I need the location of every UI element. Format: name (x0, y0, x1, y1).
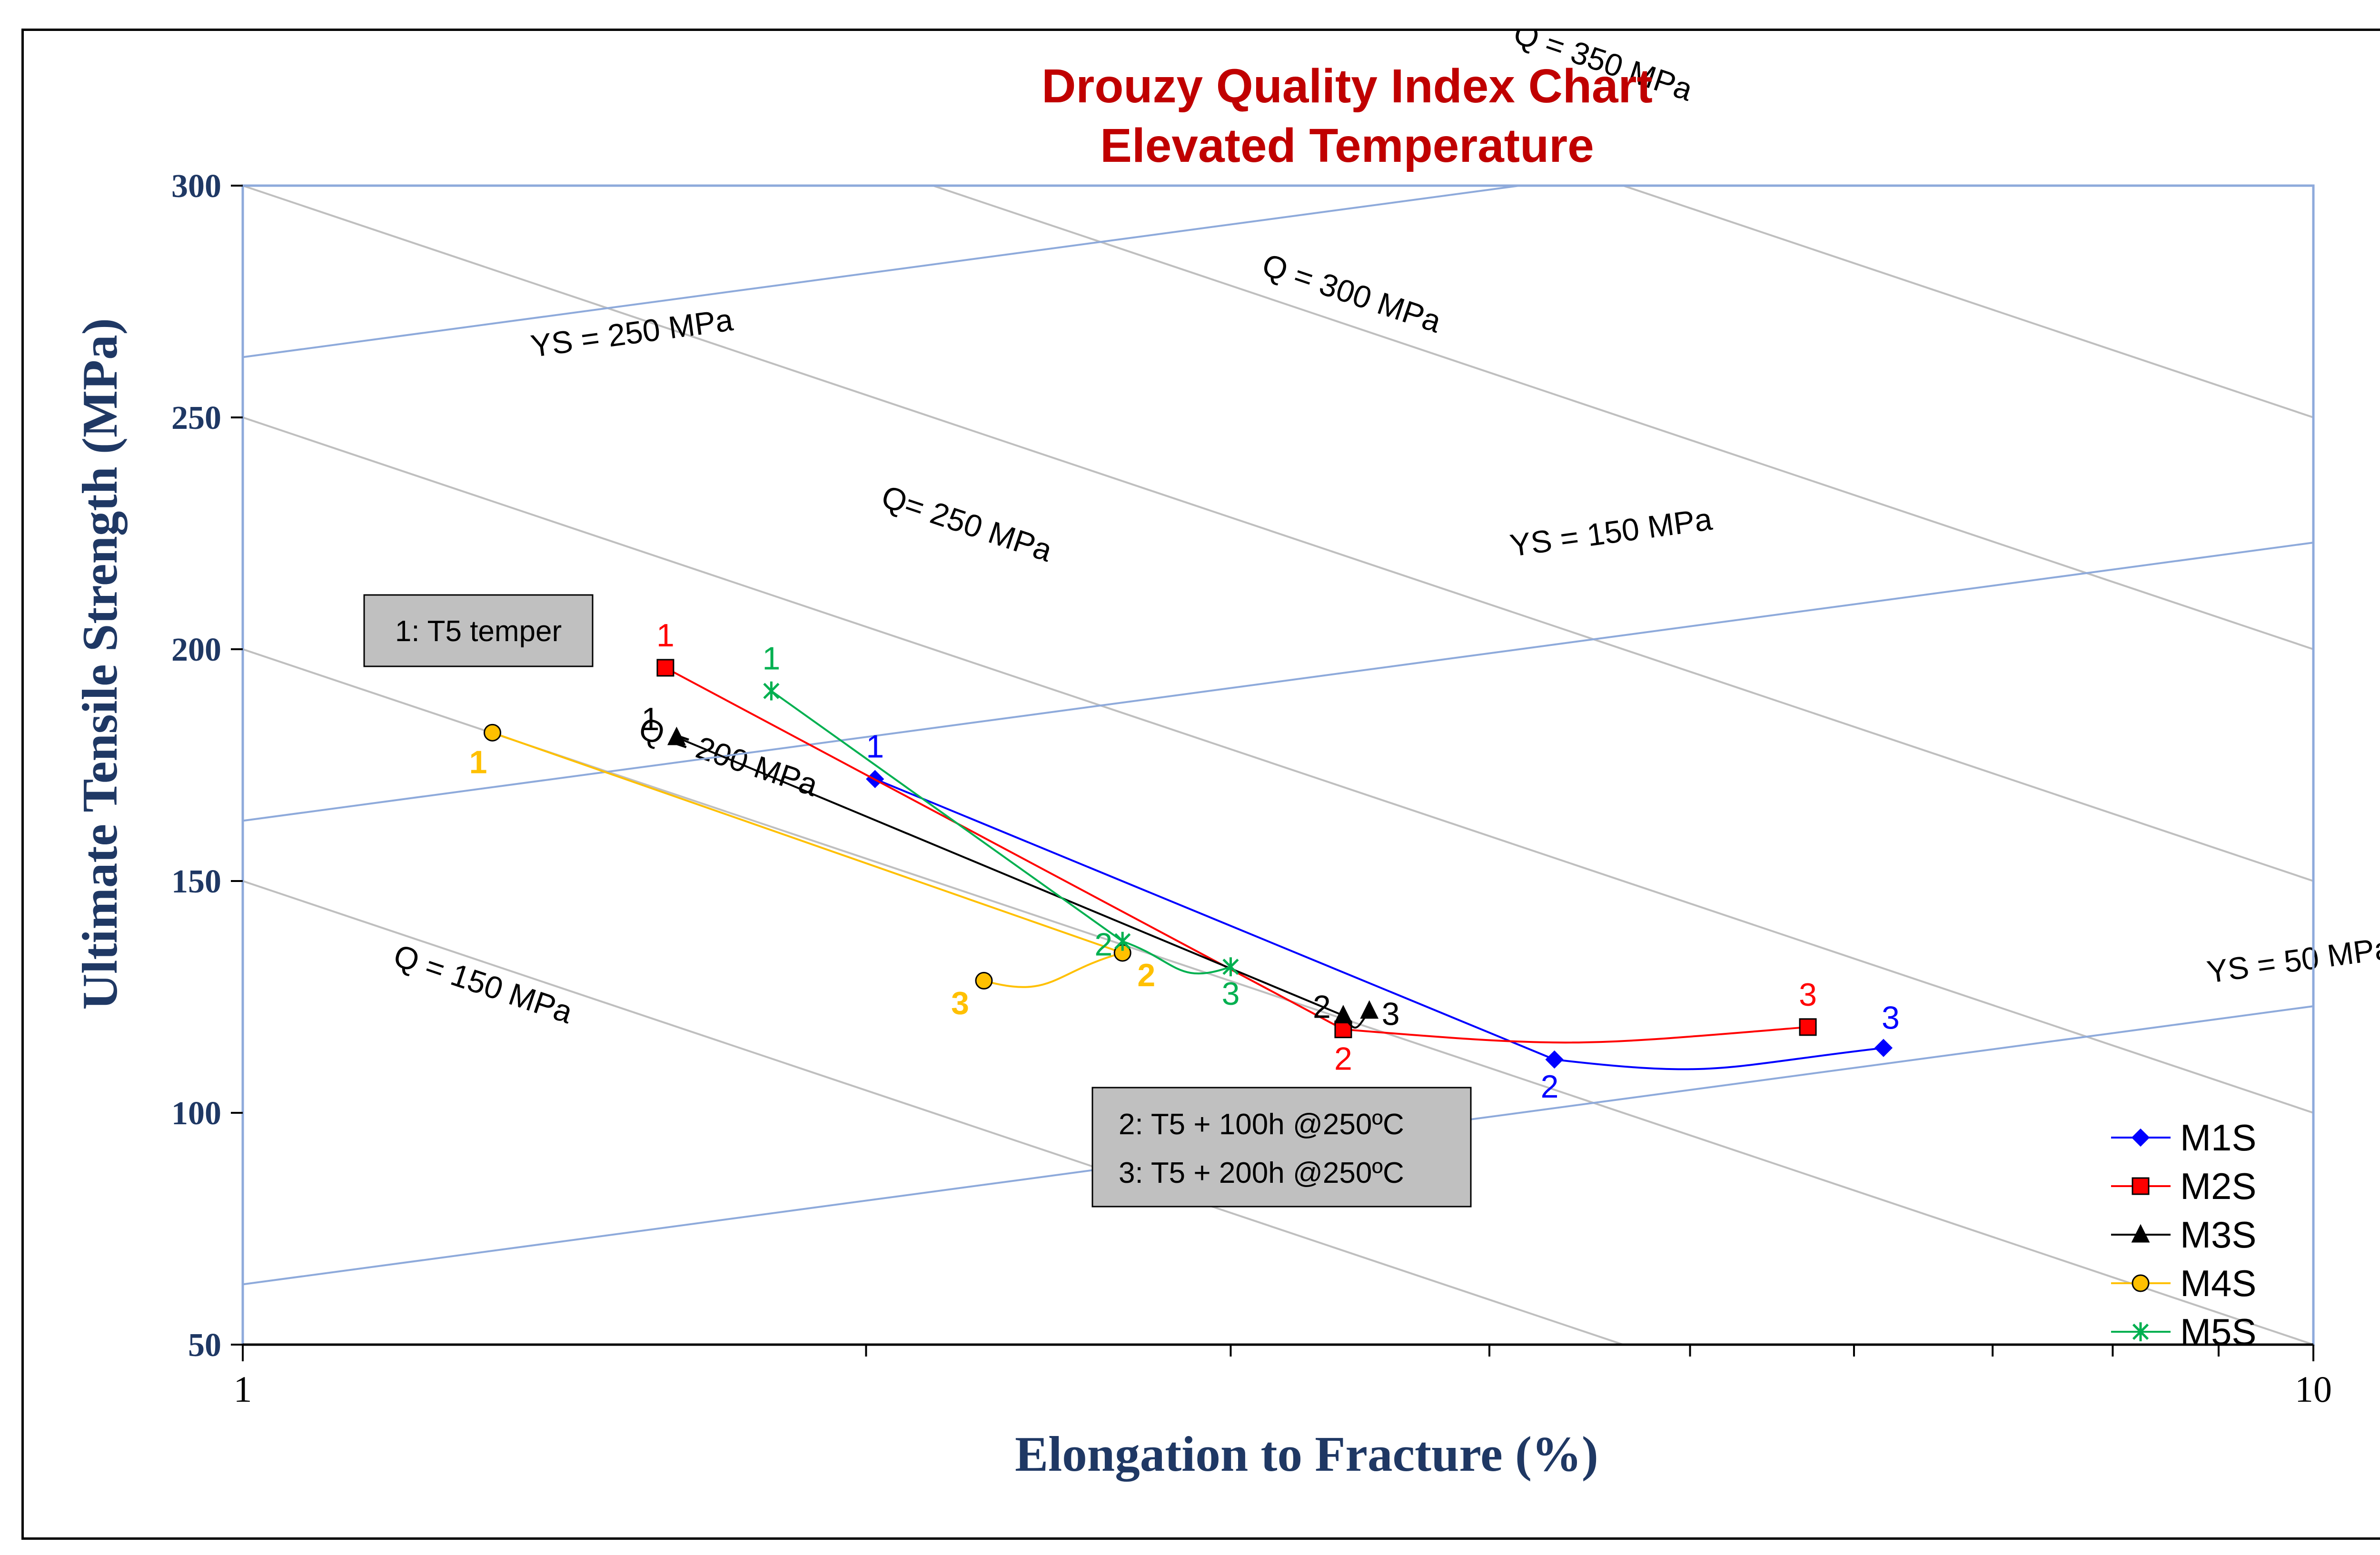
iso-q-line (242, 185, 2314, 882)
data-point-label: 1 (656, 617, 674, 654)
note-aging-line-1: 2: T5 + 100h @250ºC (1119, 1108, 1404, 1141)
iso-ys-line (242, 541, 2314, 822)
series-m2s (656, 659, 1817, 1044)
data-point-label: 3 (1382, 996, 1400, 1032)
data-point (763, 681, 780, 701)
x-tick-label: 10 (2295, 1368, 2332, 1410)
legend-label: M4S (2180, 1262, 2256, 1304)
note-aging-box (1091, 1087, 1472, 1208)
data-point-label: 3 (1882, 1000, 1900, 1036)
iso-q-line (242, 880, 1624, 1346)
data-point-label: 3 (1799, 977, 1817, 1013)
x-tick-label: 1 (234, 1368, 252, 1410)
data-point-label: 1 (641, 701, 659, 737)
legend: M1S M2S M3S M4S M5S (2111, 1117, 2256, 1353)
data-point-label: 2 (1541, 1069, 1559, 1105)
y-axis-title: Ultimate Tensile Strength (MPa) (72, 318, 128, 1010)
iso-ys-line (242, 185, 1520, 358)
star-marker-stroke (1114, 931, 1131, 951)
data-point (656, 659, 674, 677)
y-tick-label: 250 (171, 400, 221, 436)
data-point (1874, 1039, 1893, 1057)
data-point-label: 3 (951, 985, 969, 1021)
y-tick-label: 100 (171, 1095, 221, 1132)
legend-marker (2132, 1274, 2150, 1292)
series-m4s (483, 723, 1131, 990)
legend-label: M1S (2180, 1117, 2256, 1159)
data-point (1360, 1000, 1379, 1019)
chart-frame: Q = 150 MPa Q = 200 MPa Q= 250 MPa Q = 300 … (21, 29, 2380, 1540)
data-point (975, 971, 993, 990)
data-point-label: 1 (763, 641, 781, 677)
series-line (664, 667, 1808, 1044)
data-point-label: 2 (1094, 927, 1112, 963)
note-aging-line-2: 3: T5 + 200h @250ºC (1119, 1157, 1404, 1189)
series-m5s (763, 681, 1239, 977)
iso-q-label: Q = 200 MPa (635, 710, 822, 803)
data-point (1545, 1050, 1564, 1069)
x-axis-title: Elongation to Fracture (%) (1015, 1426, 1598, 1482)
series-m1s (866, 770, 1893, 1070)
y-tick-label: 200 (171, 632, 221, 668)
chart-title: Drouzy Quality Index Chart (1041, 59, 1653, 113)
data-point (1799, 1018, 1817, 1036)
data-point-label: 3 (1222, 976, 1240, 1012)
iso-ys-label: YS = 50 MPa (2205, 930, 2380, 990)
data-point-label: 1 (866, 729, 884, 765)
y-tick-label: 150 (171, 863, 221, 900)
data-point-label: 2 (1334, 1041, 1352, 1077)
star-marker-stroke (2132, 1322, 2149, 1341)
legend-label: M2S (2180, 1165, 2256, 1207)
iso-q-label: Q= 250 MPa (877, 478, 1057, 568)
note-temper-box (363, 594, 594, 667)
series-line (676, 736, 1370, 1029)
iso-ys-label: YS = 150 MPa (1508, 501, 1715, 563)
iso-ys-label: YS = 250 MPa (528, 302, 735, 364)
data-point-label: 2 (1137, 957, 1155, 993)
data-point (483, 723, 501, 742)
data-series (483, 659, 1893, 1070)
iso-q-line (932, 185, 2314, 650)
legend-label: M5S (2180, 1311, 2256, 1353)
data-point (1222, 957, 1239, 977)
series-line (874, 778, 1884, 1070)
legend-label: M3S (2180, 1214, 2256, 1256)
legend-marker (2131, 1128, 2150, 1147)
data-point (1334, 1020, 1352, 1039)
data-point-label: 1 (469, 744, 487, 780)
y-tick-label: 300 (171, 168, 221, 205)
series-line (492, 732, 1126, 988)
data-point (1334, 1005, 1353, 1023)
note-temper-text: 1: T5 temper (395, 615, 562, 648)
data-point (1114, 931, 1131, 951)
star-marker-stroke (1222, 957, 1239, 977)
data-point-label: 2 (1313, 989, 1331, 1025)
iso-q-line (242, 416, 2314, 1114)
note-temper: 1: T5 temper (363, 594, 594, 667)
star-marker-stroke (763, 681, 780, 701)
series-m3s (667, 726, 1379, 1029)
axes: 50 100 150 200 250 300 1 10 (171, 168, 2332, 1410)
data-point (667, 726, 686, 745)
legend-marker (2132, 1322, 2149, 1341)
legend-marker (2131, 1224, 2150, 1243)
y-tick-label: 50 (188, 1327, 221, 1364)
series-line (771, 690, 1231, 975)
legend-marker (2132, 1177, 2150, 1195)
chart-subtitle: Elevated Temperature (1100, 119, 1594, 172)
iso-q-line (1623, 185, 2314, 418)
note-aging: 2: T5 + 100h @250ºC 3: T5 + 200h @250ºC (1091, 1087, 1472, 1208)
